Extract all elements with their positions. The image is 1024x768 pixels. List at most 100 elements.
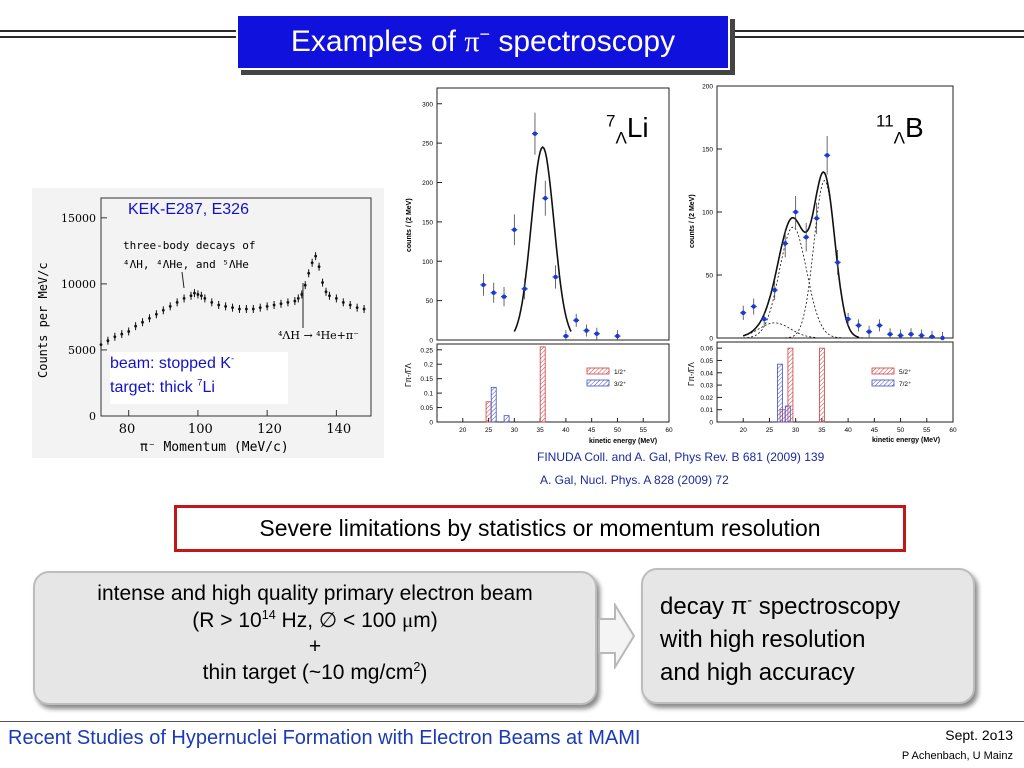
beam-req-plus: + <box>308 635 322 658</box>
b11-point-16 <box>908 332 914 337</box>
b11-mass: 11 <box>876 111 894 131</box>
kek-point-42 <box>341 300 345 304</box>
kek-point-27 <box>272 303 276 307</box>
footer-author: P Achenbach, U Mainz <box>901 750 1013 762</box>
b11-lower-ylabel: Γπ-/ΓΛ <box>687 362 696 386</box>
b11-upper-y-label-2: 100 <box>702 210 713 217</box>
reference-gal: A. Gal, Nucl. Phys. A 828 (2009) 72 <box>540 473 729 487</box>
kek-point-22 <box>238 307 241 311</box>
kek-point-16 <box>199 294 203 298</box>
kek-annotation-line1: three-body decays of <box>123 239 255 252</box>
title-suffix: spectroscopy <box>490 25 676 58</box>
kek-point-28 <box>279 302 283 306</box>
b11-point-17 <box>919 333 924 338</box>
kek-point-7 <box>148 316 151 320</box>
kek-point-38 <box>321 281 324 284</box>
li7-point-12 <box>615 333 620 339</box>
li7-element: Li <box>626 112 649 143</box>
kek-axis-ticks: 80 100 120 140 0 5000 10000 15000 <box>61 212 351 437</box>
b11-bar-1-0 <box>777 363 783 423</box>
b11-point-19 <box>940 335 945 341</box>
b11-upper-y-label-3: 150 <box>702 147 713 154</box>
li7-x-label-0: 20 <box>459 427 467 434</box>
b11-legend-label-0: 5/2⁺ <box>899 369 912 376</box>
li7-lower-y-label-1: 0.05 <box>420 405 433 412</box>
beam-req-rate-prefix: (R > 10 <box>192 609 262 632</box>
footer-title: Recent Studies of Hypernuclei Formation … <box>8 727 641 749</box>
li7-point-0 <box>481 282 486 288</box>
b11-point-6 <box>803 235 809 240</box>
li7-bar-0-1 <box>539 346 546 423</box>
footer-date: Sept. 2o13 <box>945 727 1013 743</box>
b11-element: B <box>905 112 924 143</box>
li7-point-6 <box>543 196 548 201</box>
kek-y-tick-label-3: 15000 <box>61 212 96 225</box>
li7-point-8 <box>563 333 569 339</box>
b11-x-label-0: 20 <box>740 427 748 434</box>
kek-point-12 <box>182 297 186 300</box>
li7-upper-y-label-2: 100 <box>422 259 433 266</box>
limitation-statement: Severe limitations by statistics or mome… <box>174 505 906 552</box>
li7-point-9 <box>574 318 579 323</box>
li7-x-label-2: 30 <box>511 427 519 434</box>
li7-x-label-1: 25 <box>485 427 493 434</box>
kek-point-1 <box>106 339 110 343</box>
b11-nucleus-label: 11ΛB <box>876 111 924 147</box>
li7-x-label-8: 60 <box>665 427 673 434</box>
b11-xlabel: kinetic energy (MeV) <box>872 437 940 444</box>
b11-lower-y-label-3: 0.03 <box>700 383 713 390</box>
goal-decay-prefix: decay π <box>660 593 748 620</box>
goal-pi-sup: - <box>747 593 753 609</box>
li7-legend-swatch-0 <box>586 367 610 375</box>
kek-point-32 <box>300 293 304 296</box>
kek-beam-target-info: beam: stopped K- target: thick 7Li <box>110 352 288 404</box>
li7-lower-panel: 0 0.05 0.1 0.15 0.2 0.25 20 25 30 35 40 45 50 55 60 1/2… <box>420 346 673 434</box>
title-prefix: Examples of <box>290 25 465 58</box>
kek-point-26 <box>265 304 269 308</box>
kek-point-17 <box>203 297 207 300</box>
b11-x-label-6: 50 <box>897 427 905 434</box>
li7-upper-frame <box>436 87 670 341</box>
b11-upper-y-label-0: 0 <box>709 336 713 343</box>
kek-point-39 <box>324 290 328 294</box>
b11-upper-y-label-1: 50 <box>706 273 714 280</box>
li7-x-label-6: 50 <box>614 427 622 434</box>
li7-lower-y-label-4: 0.2 <box>424 362 433 369</box>
b11-upper-ylabel: counts / (2 MeV) <box>689 194 696 248</box>
b11-lower-y-label-1: 0.01 <box>700 407 713 414</box>
b11-point-14 <box>887 332 893 337</box>
li7-point-2 <box>501 294 507 299</box>
li7-point-11 <box>594 331 600 336</box>
kek-target-element: Li <box>202 379 215 396</box>
b11-x-label-5: 45 <box>871 427 879 434</box>
li7-x-label-3: 35 <box>536 427 544 434</box>
kek-point-23 <box>244 307 248 311</box>
b11-legend-label-1: 7/2⁺ <box>899 381 912 388</box>
b11-upper-panel: 0 50 100 150 200 <box>702 84 946 343</box>
b11-x-label-1: 25 <box>766 427 774 434</box>
li7-upper-panel: 0 50 100 150 200 250 300 <box>422 101 621 345</box>
b11-lower-panel: 0 0.01 0.02 0.03 0.04 0.05 0.06 20 25 30 35 40 45 50 5… <box>700 346 957 434</box>
li7-upper-y-label-6: 300 <box>422 101 433 108</box>
li7-point-3 <box>512 227 517 232</box>
beam-req-line2: (R > 1014 Hz, ∅ < 100 μm) <box>35 607 595 634</box>
li7-fit-curve-0 <box>513 146 572 332</box>
b11-x-label-3: 35 <box>818 427 826 434</box>
beam-req-suffix: m) <box>413 609 438 632</box>
kek-point-41 <box>334 297 338 300</box>
kek-point-40 <box>328 294 331 298</box>
b11-point-18 <box>929 334 935 339</box>
kek-point-29 <box>286 300 290 304</box>
b11-fit-curve-3 <box>743 322 817 338</box>
li7-point-1 <box>491 290 496 295</box>
b11-point-15 <box>898 333 903 338</box>
kek-point-9 <box>161 308 165 312</box>
b11-point-13 <box>877 323 882 328</box>
b11-lower-y-label-0: 0 <box>709 420 713 427</box>
goal-spectroscopy: spectroscopy <box>752 593 901 620</box>
b11-point-1 <box>751 304 756 309</box>
kek-point-30 <box>293 299 297 303</box>
b11-point-8 <box>824 153 830 158</box>
kek-plot-frame <box>100 197 372 417</box>
beam-req-target-prefix: thin target (~10 mg/cm <box>202 661 414 684</box>
